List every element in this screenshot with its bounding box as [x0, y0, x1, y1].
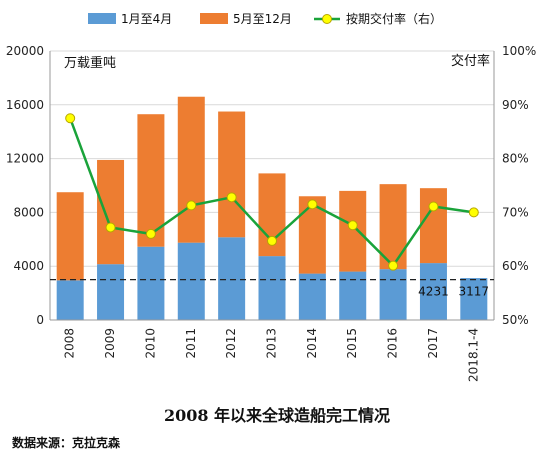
line-marker [145, 228, 156, 239]
line-marker [186, 200, 197, 211]
y-left-label: 万载重吨 [64, 55, 116, 71]
y-left-tick-label: 20000 [6, 44, 44, 58]
y-right-label: 交付率 [451, 53, 490, 69]
bar-jan-apr [97, 264, 125, 320]
y-left-tick-label: 0 [36, 313, 44, 327]
bar-jan-apr [258, 256, 286, 320]
bar-may-dec [56, 192, 84, 281]
bar-jan-apr [298, 273, 326, 320]
chart-title: 2008 年以来全球造船完工情况 [163, 406, 391, 425]
bar-may-dec [218, 111, 246, 238]
x-tick-label: 2018.1-4 [466, 328, 480, 382]
x-tick-label: 2008 [63, 328, 77, 359]
legend-swatch-rate-marker [322, 14, 332, 24]
line-marker [388, 260, 399, 271]
x-tick-label: 2012 [224, 328, 238, 359]
y-left-tick-label: 12000 [6, 152, 44, 166]
x-tick-label: 2016 [386, 328, 400, 359]
line-marker [347, 220, 358, 231]
x-tick-label: 2009 [103, 328, 117, 359]
y-left-tick-label: 8000 [13, 205, 44, 219]
y-right-tick-label: 70% [502, 205, 529, 219]
y-right-tick-label: 60% [502, 259, 529, 273]
line-marker [226, 192, 237, 203]
x-tick-label: 2013 [265, 328, 279, 359]
bar-jan-apr [339, 271, 367, 320]
bar-may-dec [419, 188, 447, 264]
line-marker [428, 201, 439, 212]
y-right-tick-label: 100% [502, 44, 536, 58]
bar-jan-apr [177, 242, 205, 320]
line-marker [105, 222, 116, 233]
x-tick-label: 2014 [305, 328, 319, 359]
bar-jan-apr [218, 237, 246, 320]
bar-may-dec [177, 96, 205, 243]
bar-jan-apr [419, 263, 447, 320]
legend-swatch-may-dec [200, 13, 228, 24]
data-label: 4231 [418, 285, 449, 299]
line-marker [307, 199, 318, 210]
legend-label-may-dec: 5月至12月 [233, 12, 292, 26]
line-marker [65, 113, 76, 124]
legend-swatch-jan-apr [88, 13, 116, 24]
bar-jan-apr [56, 280, 84, 320]
bar-jan-apr [379, 269, 407, 320]
x-tick-label: 2010 [143, 328, 157, 359]
bar-may-dec [339, 190, 367, 272]
line-marker [468, 207, 479, 218]
bar-may-dec [97, 159, 125, 265]
data-source: 数据来源：克拉克森 [12, 436, 121, 450]
bar-jan-apr [460, 278, 488, 320]
y-left-tick-label: 4000 [13, 259, 44, 273]
y-left-tick-label: 16000 [6, 98, 44, 112]
data-label: 3117 [459, 285, 490, 299]
y-right-tick-label: 90% [502, 98, 529, 112]
legend-label-jan-apr: 1月至4月 [121, 12, 172, 26]
line-marker [267, 235, 277, 246]
y-right-tick-label: 80% [502, 152, 529, 166]
x-tick-label: 2011 [184, 328, 198, 359]
x-tick-label: 2017 [426, 328, 440, 359]
y-right-tick-label: 50% [502, 313, 529, 327]
chart: 0 4000 8000 12000 16000 20000 50% 60% 70% 80% 90% 1… [6, 11, 537, 382]
bar-may-dec [137, 114, 165, 247]
legend-label-rate: 按期交付率（右） [346, 11, 442, 26]
bar-jan-apr [137, 246, 165, 320]
x-tick-label: 2015 [345, 328, 359, 359]
